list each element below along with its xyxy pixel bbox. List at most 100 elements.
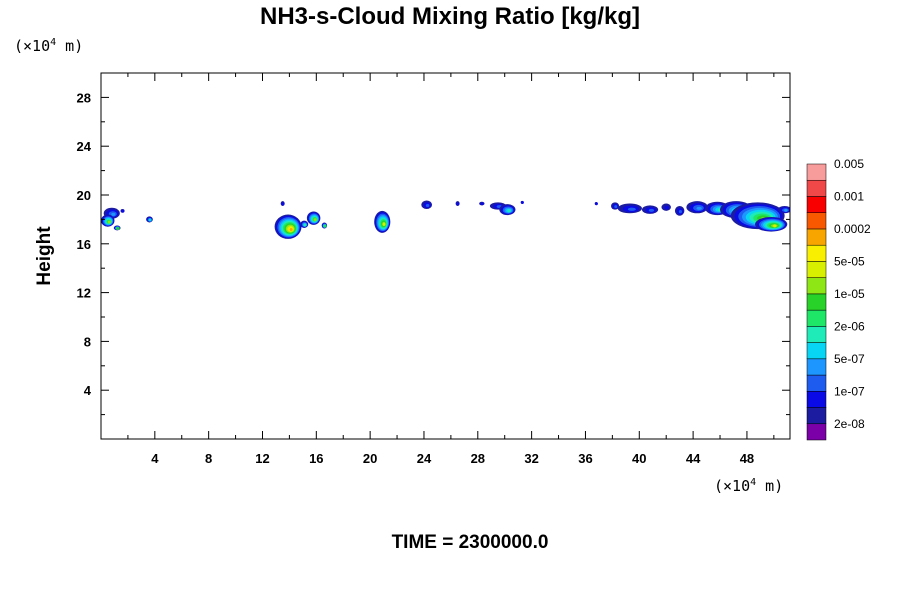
colorbar-swatch	[806, 163, 827, 181]
plot-frame	[100, 72, 791, 440]
colorbar-label: 0.0002	[834, 222, 871, 236]
contour-level	[648, 208, 655, 212]
x-tick-label: 36	[578, 451, 592, 466]
y-tick-label: 4	[84, 383, 92, 398]
contour-level	[111, 212, 116, 216]
x-tick-label: 12	[255, 451, 269, 466]
cloud-blob	[306, 211, 321, 225]
colorbar-label: 0.001	[834, 189, 864, 203]
colorbar-swatch	[806, 326, 827, 343]
x-tick-label: 20	[363, 451, 377, 466]
contour-level	[289, 228, 293, 232]
x-tick-label: 32	[524, 451, 538, 466]
colorbar-label: 1e-05	[834, 287, 865, 301]
y-axis-label: Height	[34, 226, 55, 286]
cloud-blob	[499, 204, 516, 216]
colorbar-swatch	[806, 407, 827, 425]
colorbar-swatch	[806, 391, 827, 408]
cloud-blob	[374, 210, 391, 233]
cloud-blob	[300, 220, 309, 228]
y-tick-label: 28	[77, 90, 91, 105]
contour-level	[323, 224, 327, 228]
y-tick-label: 24	[77, 139, 92, 154]
contour-level	[121, 209, 125, 213]
cloud-blob	[755, 216, 788, 232]
cloud-blob	[520, 200, 524, 204]
colorbar-label: 0.005	[834, 157, 864, 171]
contour-level	[148, 218, 152, 222]
colorbar-label: 5e-05	[834, 254, 865, 268]
colorbar-swatch	[806, 358, 827, 376]
contour-level	[773, 224, 777, 228]
colorbar: 2e-08 1e-07 5e-07 2e-06 1e-05 5e-05 0.0002 0.00…	[806, 157, 871, 441]
contour-level	[303, 223, 307, 227]
cloud-blob	[611, 202, 620, 210]
cloud-blob	[674, 205, 685, 216]
x-unit-label: (×104 m)	[714, 477, 784, 495]
y-tick-label: 8	[84, 334, 91, 349]
time-footer: TIME = 2300000.0	[391, 532, 549, 553]
contour-level	[594, 202, 598, 206]
y-tick-label: 20	[77, 188, 91, 203]
colorbar-swatch	[806, 374, 827, 392]
x-tick-label: 16	[309, 451, 323, 466]
cloud-blob	[479, 201, 485, 206]
colorbar-swatch	[806, 212, 827, 230]
colorbar-label: 5e-07	[834, 352, 865, 366]
colorbar-label: 2e-06	[834, 319, 865, 333]
cloud-blob	[641, 205, 659, 214]
contour-level	[107, 220, 111, 224]
cloud-blob	[594, 202, 598, 206]
colorbar-swatch	[806, 244, 827, 262]
cloud-blob	[421, 200, 433, 210]
cloud-blob	[455, 201, 460, 206]
colorbar-label: 1e-07	[834, 384, 865, 398]
contour-level	[627, 207, 636, 211]
plot-area-background	[101, 73, 790, 439]
colorbar-swatch	[806, 261, 827, 278]
x-tick-label: 4	[151, 451, 159, 466]
cloud-blob	[101, 214, 115, 227]
contour-level	[281, 202, 285, 206]
contour-level	[116, 226, 120, 230]
contour-level	[507, 209, 511, 213]
colorbar-swatch	[806, 423, 827, 441]
chart-title: NH3-s-Cloud Mixing Ratio [kg/kg]	[260, 3, 640, 30]
cloud-blob	[777, 205, 790, 214]
y-unit-label: (×104 m)	[14, 37, 84, 55]
colorbar-swatch	[806, 179, 827, 197]
cloud-blob	[617, 203, 642, 214]
colorbar-swatch	[806, 342, 827, 360]
contour-level	[678, 210, 683, 214]
colorbar-swatch	[806, 196, 827, 213]
cloud-blob	[146, 216, 153, 223]
contour-level	[614, 205, 618, 209]
cloud-blob	[280, 201, 285, 206]
contour-level	[456, 202, 460, 206]
cloud-blob	[120, 209, 125, 213]
contour-level	[664, 205, 670, 210]
contour-level	[480, 202, 484, 206]
x-tick-label: 48	[740, 451, 754, 466]
contour-level	[784, 208, 788, 212]
x-tick-label: 8	[205, 451, 212, 466]
x-tick-label: 44	[686, 451, 701, 466]
colorbar-swatch	[806, 293, 827, 311]
cloud-blob	[113, 225, 121, 231]
colorbar-label: 2e-08	[834, 417, 865, 431]
cloud-blob	[661, 203, 671, 211]
contour-level	[313, 218, 317, 222]
x-tick-label: 24	[417, 451, 432, 466]
cloud-blob	[274, 214, 302, 239]
contour-level	[520, 200, 524, 204]
colorbar-swatch	[806, 309, 827, 327]
y-tick-label: 12	[77, 286, 91, 301]
contour-level	[696, 206, 702, 210]
contour-level	[425, 203, 430, 207]
cloud-contours	[101, 200, 790, 239]
contour-level	[382, 222, 386, 226]
colorbar-swatch	[806, 228, 827, 246]
x-tick-label: 40	[632, 451, 646, 466]
